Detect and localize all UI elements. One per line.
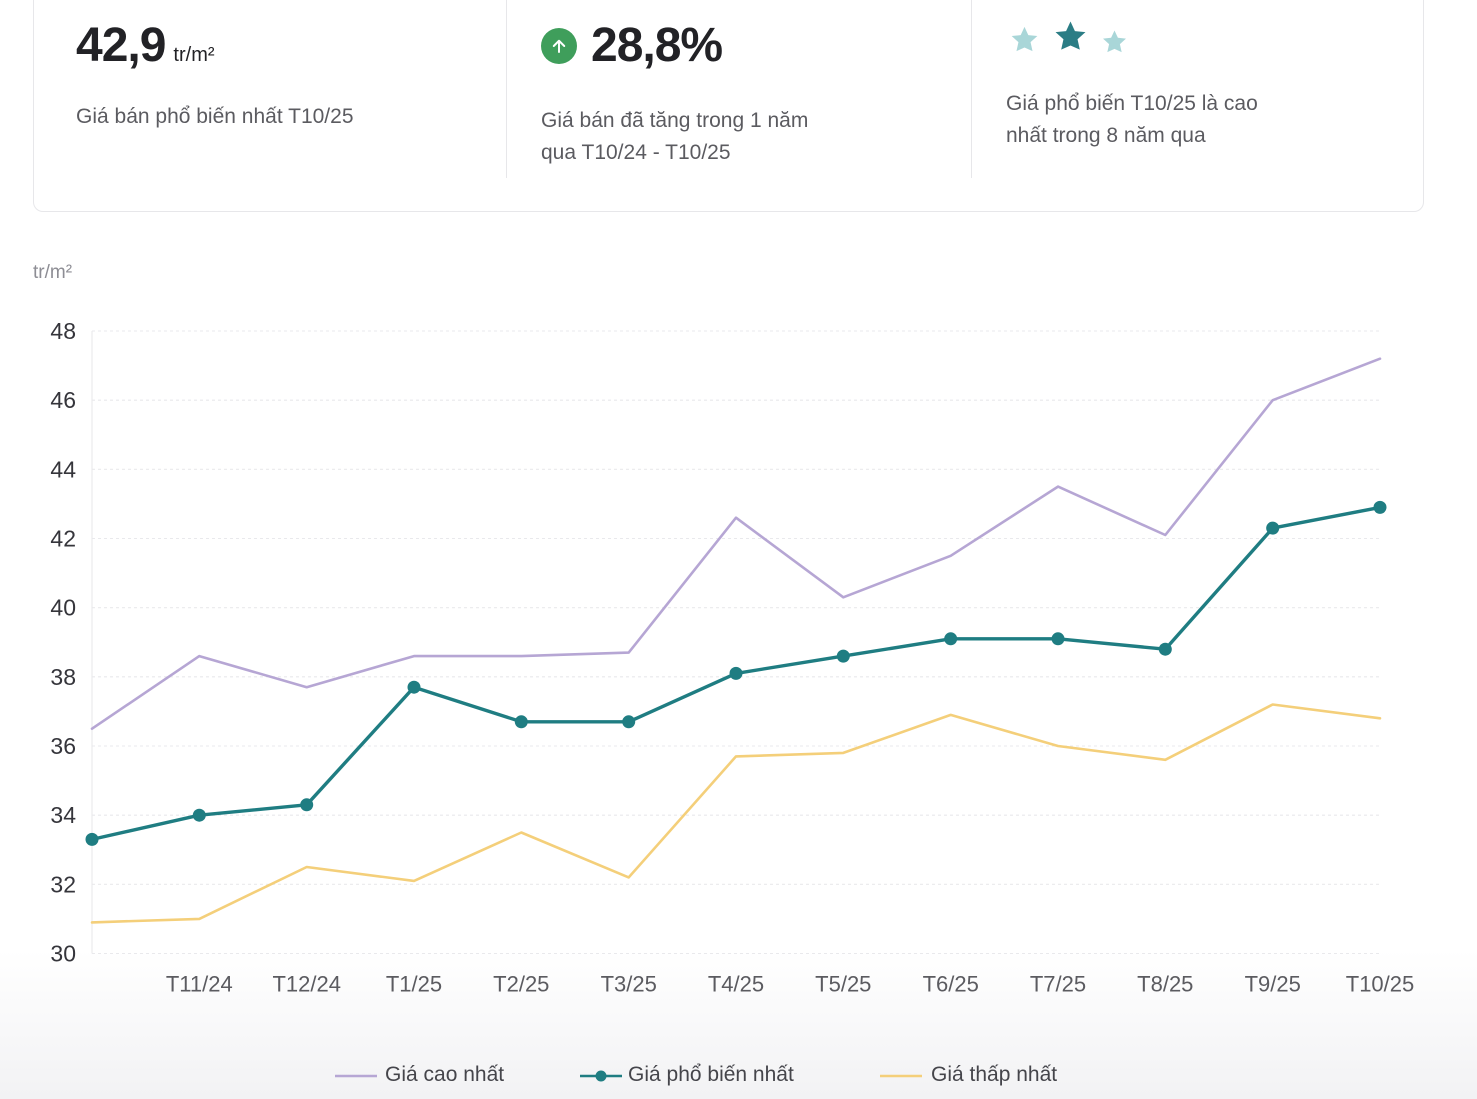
svg-text:T11/24: T11/24 [166,972,233,997]
svg-text:T9/25: T9/25 [1245,972,1301,997]
svg-text:38: 38 [50,664,76,690]
svg-text:T10/25: T10/25 [1346,972,1415,997]
svg-text:46: 46 [50,387,76,413]
svg-text:48: 48 [50,318,76,344]
svg-text:32: 32 [50,871,76,897]
svg-text:42: 42 [50,526,76,552]
svg-text:44: 44 [50,456,76,482]
svg-text:T2/25: T2/25 [493,972,549,997]
svg-text:T6/25: T6/25 [923,972,979,997]
svg-text:36: 36 [50,733,76,759]
svg-text:34: 34 [50,802,76,828]
svg-text:T5/25: T5/25 [815,972,871,997]
svg-text:T7/25: T7/25 [1030,972,1086,997]
svg-text:T4/25: T4/25 [708,972,764,997]
svg-text:40: 40 [50,595,76,621]
svg-text:T8/25: T8/25 [1137,972,1193,997]
svg-text:T1/25: T1/25 [386,972,442,997]
svg-text:T12/24: T12/24 [272,972,341,997]
svg-text:T3/25: T3/25 [601,972,657,997]
svg-text:30: 30 [50,941,76,967]
